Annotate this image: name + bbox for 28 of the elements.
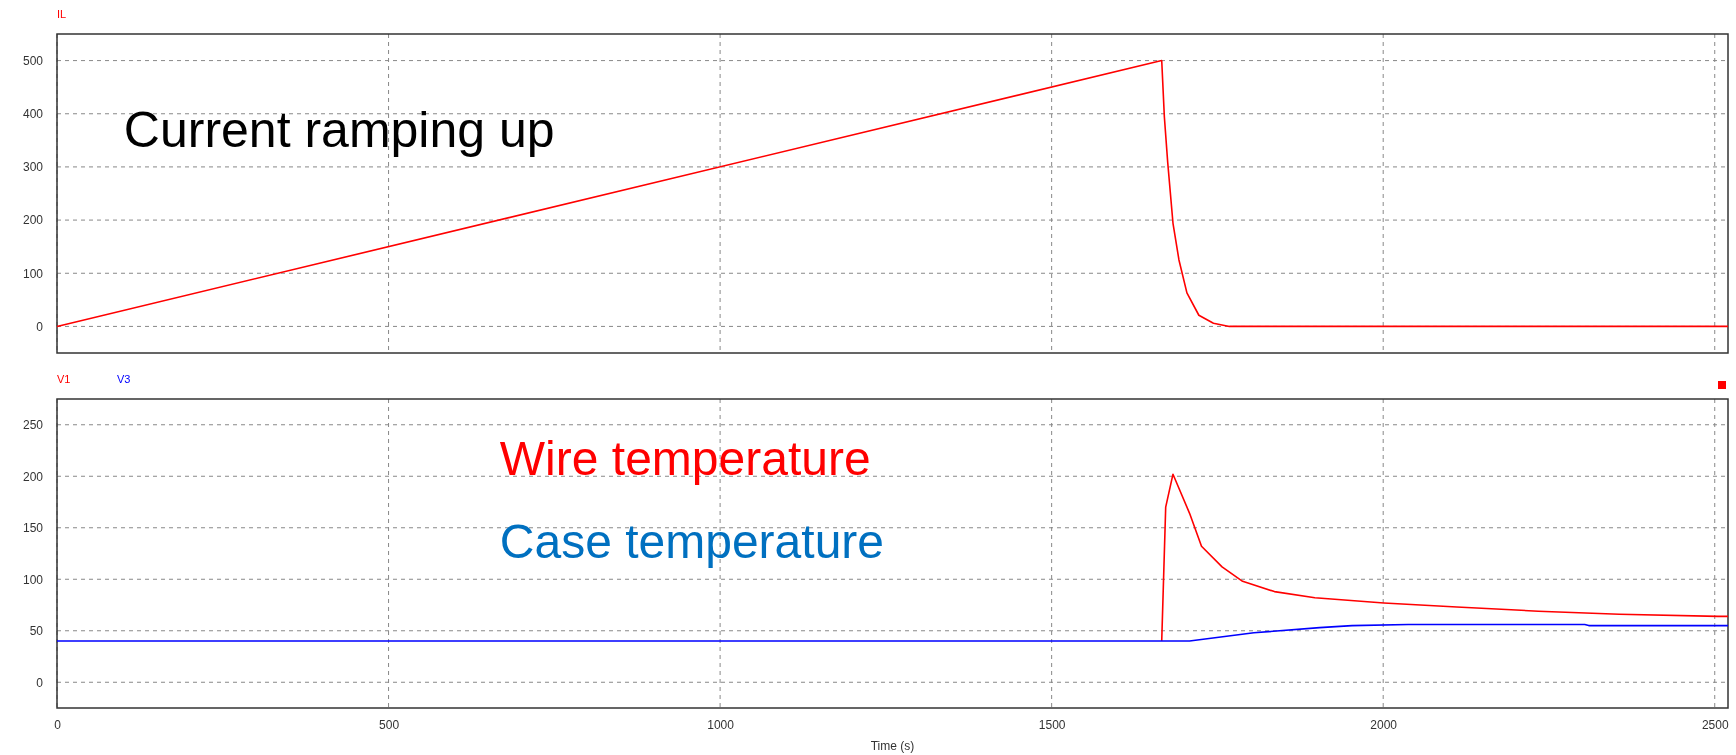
x-tick-label: 2000 [1370,717,1398,732]
line-series [1160,473,1729,642]
x-tick-label: 0 [54,717,62,732]
x-tick-label: 1500 [1038,717,1066,732]
x-tick-label: 1000 [707,717,735,732]
annotation: Current ramping up [123,102,555,159]
y-tick-label: 100 [22,266,44,281]
y-tick-label: 0 [36,675,44,690]
y-tick-label: 200 [22,213,44,228]
line-series [56,623,1729,642]
line-series [56,59,1729,328]
x-axis-title: Time (s) [870,739,915,753]
text: V3 [117,373,131,385]
y-tick-label: 0 [36,319,44,334]
y-tick-label: 50 [29,624,44,639]
y-tick-label: 200 [22,469,44,484]
y-tick-label: 400 [22,107,44,122]
x-tick-label: 500 [379,717,400,732]
annotation: Case temperature [499,514,884,568]
y-tick-label: 250 [22,418,44,433]
text: V1 [57,373,71,385]
text: IL [57,8,67,20]
y-tick-label: 100 [22,572,44,587]
y-tick-label: 300 [22,160,44,175]
annotation: Wire temperature [499,431,871,485]
y-tick-label: 500 [22,53,44,68]
y-tick-label: 150 [22,521,44,536]
x-tick-label: 2500 [1701,717,1729,732]
